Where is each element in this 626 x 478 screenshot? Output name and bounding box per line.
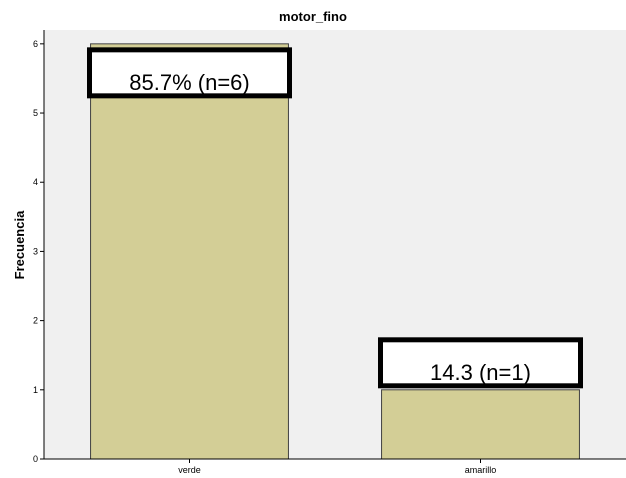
y-tick-label: 1 bbox=[33, 385, 38, 395]
data-label: 14.3 (n=1) bbox=[430, 360, 531, 385]
y-tick-label: 3 bbox=[33, 246, 38, 256]
x-axis: verde amarillo bbox=[44, 459, 626, 475]
y-tick-label: 2 bbox=[33, 316, 38, 326]
y-axis: 0 1 2 3 4 5 6 bbox=[33, 30, 44, 464]
x-tick-label: verde bbox=[178, 465, 201, 475]
bar-amarillo bbox=[382, 390, 580, 459]
x-tick-label: amarillo bbox=[465, 465, 497, 475]
y-tick-label: 4 bbox=[33, 177, 38, 187]
y-tick-label: 0 bbox=[33, 454, 38, 464]
data-label: 85.7% (n=6) bbox=[129, 70, 249, 95]
y-axis-label: Frecuencia bbox=[12, 210, 27, 279]
data-label-box: 85.7% (n=6) bbox=[90, 50, 290, 96]
bar-verde bbox=[91, 44, 289, 459]
y-tick-label: 6 bbox=[33, 39, 38, 49]
y-tick-label: 5 bbox=[33, 108, 38, 118]
data-label-box: 14.3 (n=1) bbox=[381, 340, 581, 386]
chart-title: motor_fino bbox=[279, 9, 347, 24]
